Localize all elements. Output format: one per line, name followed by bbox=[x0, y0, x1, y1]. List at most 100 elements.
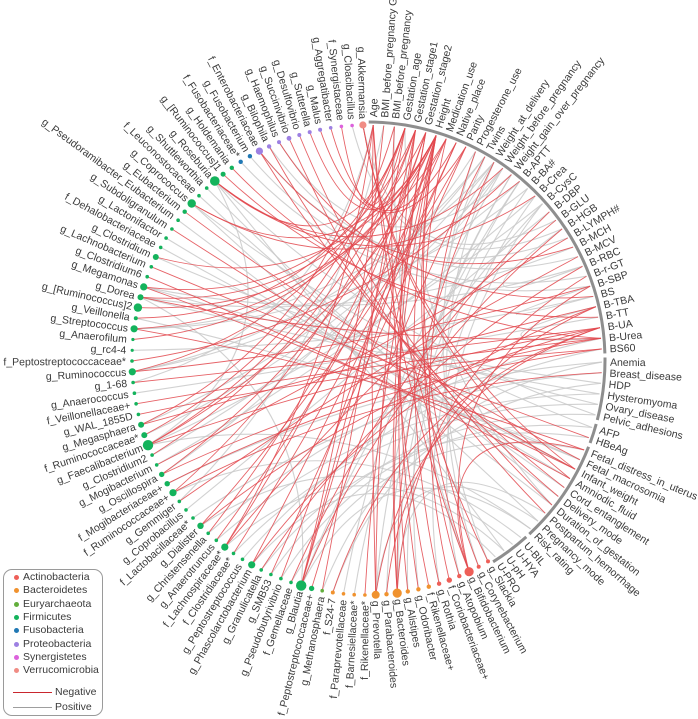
phylum-dot-icon bbox=[14, 601, 19, 607]
microbe-label: g_rc4-4 bbox=[90, 343, 126, 356]
edge-negative bbox=[428, 151, 476, 581]
phylum-dot-icon bbox=[14, 588, 19, 594]
node-g-shuttleworthia-dot-icon bbox=[204, 186, 209, 190]
microbe-label: g_Anaerofilum bbox=[59, 328, 128, 346]
node-f-leuconostocaceae-dot-icon bbox=[197, 193, 201, 198]
edge-positive bbox=[191, 203, 593, 429]
edge-negative bbox=[311, 156, 486, 589]
node-g-faecalibacterium-dot-icon bbox=[142, 440, 154, 451]
edge-positive bbox=[353, 180, 521, 595]
node-g-malus-dot-icon bbox=[318, 127, 323, 132]
legend: Actinobacteria Bacteroidetes Euryarchaeo… bbox=[3, 569, 103, 716]
node-g-corynebacterium-dot-icon bbox=[476, 564, 481, 569]
node-g-ruminococcus-dot-icon bbox=[128, 368, 136, 376]
node-g-roseburia-dot-icon bbox=[210, 176, 220, 186]
node-g-pseudobutyrivibrio-dot-icon bbox=[279, 576, 283, 581]
edge-negative bbox=[140, 132, 427, 299]
metadata-label: BS60 bbox=[609, 342, 635, 355]
edge-negative bbox=[251, 142, 457, 566]
node-g-bifidobacterium-dot-icon bbox=[464, 567, 474, 577]
edge-negative bbox=[184, 211, 581, 461]
node-g-lachnobacterium-dot-icon bbox=[149, 265, 154, 269]
node-g-blautia-dot-icon bbox=[296, 580, 307, 591]
node-g-odoribacter-dot-icon bbox=[416, 587, 421, 592]
node-g-peptostreptococcus-dot-icon bbox=[240, 557, 245, 562]
node-g-coprococcus-dot-icon bbox=[187, 199, 196, 208]
edge-positive bbox=[251, 493, 496, 566]
node-g-streptococcus-dot-icon bbox=[130, 325, 138, 333]
edge-positive bbox=[280, 424, 593, 579]
edge-negative bbox=[166, 348, 602, 485]
node-g-akkermansia-dot-icon bbox=[359, 121, 367, 129]
node-g-lactonifactor-dot-icon bbox=[164, 236, 168, 240]
edge-negative bbox=[364, 135, 437, 596]
microbe-label: g_Akkermansia bbox=[355, 47, 368, 120]
edge-positive bbox=[155, 256, 598, 405]
metadata-group-arc-2 bbox=[595, 357, 607, 421]
node-g-clostridium6-dot-icon bbox=[145, 274, 149, 279]
legend-item-synergistetes: Synergistetes bbox=[4, 651, 102, 664]
metadata-group-arc-4 bbox=[528, 446, 590, 536]
microbe-label: g_Cloacibacillus bbox=[340, 43, 357, 119]
edge-negative bbox=[458, 285, 591, 572]
edge-negative bbox=[422, 135, 480, 567]
edge-negative bbox=[372, 125, 489, 562]
edge-positive bbox=[191, 203, 539, 522]
edge-negative bbox=[278, 141, 594, 299]
node-g-gemmiger-dot-icon bbox=[177, 499, 182, 504]
edge-negative bbox=[136, 337, 602, 405]
metadata-label: Breast_disease bbox=[609, 368, 682, 384]
edge-positive bbox=[166, 361, 603, 485]
edge-negative bbox=[298, 134, 553, 506]
edge-negative bbox=[300, 125, 385, 586]
node-f-coriobacteriaceae-dot-icon bbox=[446, 577, 452, 583]
edge-negative bbox=[300, 228, 563, 586]
microbe-label: f_Barnesiellaceae* bbox=[344, 600, 361, 688]
edge-negative bbox=[391, 126, 430, 587]
node-g-dorea-dot-icon bbox=[137, 294, 144, 301]
edge-negative bbox=[172, 129, 416, 494]
node-g-mogibacterium-dot-icon bbox=[154, 463, 159, 467]
node-g-parabacteroides-dot-icon bbox=[384, 592, 389, 597]
node-f-lactobacillaceae-dot-icon bbox=[191, 516, 195, 520]
edge-negative bbox=[151, 266, 589, 439]
node-f-rikenellaceae-dot-icon bbox=[426, 584, 431, 589]
edge-negative bbox=[330, 127, 457, 212]
phylum-dot-icon bbox=[14, 641, 19, 647]
metadata-group-arcs bbox=[368, 120, 607, 564]
node-g-aggregatibacter-dot-icon bbox=[328, 126, 333, 130]
phylum-dot-icon bbox=[14, 628, 19, 634]
metadata-label: B-Urea bbox=[609, 329, 643, 344]
edge-negative bbox=[214, 167, 504, 238]
node-g-dialister-dot-icon bbox=[197, 522, 204, 529]
edge-positive bbox=[396, 180, 521, 594]
legend-item-negative: Negative bbox=[4, 686, 102, 699]
edge-positive bbox=[342, 167, 504, 594]
edge-positive bbox=[270, 413, 596, 575]
edges-positive bbox=[132, 124, 603, 595]
edge-negative bbox=[144, 126, 395, 436]
edge-negative bbox=[222, 173, 599, 318]
edge-negative bbox=[233, 142, 457, 554]
edge-positive bbox=[249, 155, 587, 284]
edge-negative bbox=[140, 296, 602, 340]
node-g-holdemania-dot-icon bbox=[229, 165, 234, 170]
legend-item-actinobacteria: Actinobacteria bbox=[4, 571, 102, 584]
edge-positive bbox=[502, 228, 583, 289]
node-g-coprobacillus-dot-icon bbox=[184, 508, 188, 512]
node-f-lachnospiraceae-dot-icon bbox=[221, 543, 229, 551]
node-g-megasphaera-dot-icon bbox=[138, 421, 145, 428]
edge-positive bbox=[144, 161, 495, 436]
metadata-label: BS bbox=[599, 285, 616, 300]
edge-negative bbox=[140, 306, 597, 426]
node-g-methanosphaera-dot-icon bbox=[320, 588, 325, 593]
edge-positive bbox=[132, 124, 374, 384]
microbe-nodes bbox=[128, 121, 490, 599]
edge-positive bbox=[351, 125, 563, 250]
metadata-group-arc-1 bbox=[368, 120, 607, 354]
node-g-atopobium-dot-icon bbox=[457, 573, 462, 579]
microbe-label: f_S24-7 bbox=[321, 597, 338, 635]
edge-negative bbox=[375, 327, 600, 595]
node-f-dehalobacteriaceae-dot-icon bbox=[158, 245, 163, 250]
